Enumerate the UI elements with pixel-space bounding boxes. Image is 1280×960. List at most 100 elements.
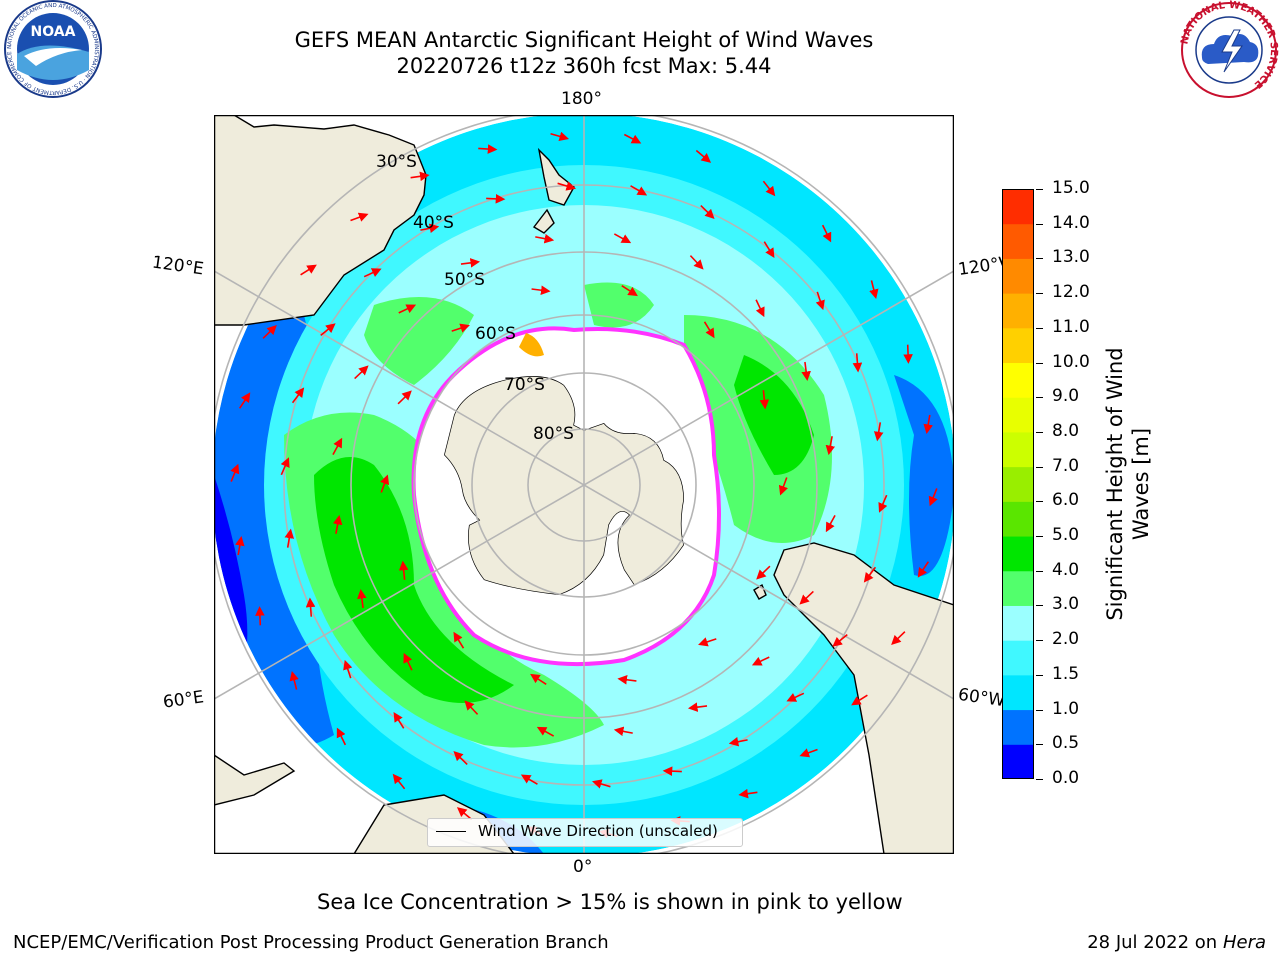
wave-direction-arrow xyxy=(403,652,413,671)
colorbar-tick-label: 9.0 xyxy=(1052,386,1080,407)
wave-direction-arrow xyxy=(320,323,336,336)
wave-direction-arrow xyxy=(821,224,832,243)
wave-direction-arrow xyxy=(557,181,577,191)
wave-direction-arrow xyxy=(453,751,468,765)
wave-direction-arrow xyxy=(689,255,704,270)
wave-direction-arrow xyxy=(799,590,814,605)
colorbar-tick-label: 14.0 xyxy=(1052,212,1090,233)
wave-direction-arrow xyxy=(869,280,879,300)
colorbar-segment xyxy=(1002,258,1034,294)
colorbar-segment xyxy=(1002,397,1034,433)
colorbar-tick-label: 11.0 xyxy=(1052,316,1090,337)
colorbar-tick xyxy=(1036,640,1043,642)
wave-direction-arrow xyxy=(262,324,277,339)
colorbar-tick-label: 0.0 xyxy=(1052,768,1080,788)
wave-direction-arrow xyxy=(464,700,479,715)
wave-direction-arrow xyxy=(332,437,343,456)
wave-direction-arrow xyxy=(621,284,638,297)
wave-direction-arrow xyxy=(451,323,470,333)
footer-date-prefix: 28 Jul 2022 on xyxy=(1087,932,1223,953)
wave-direction-arrow xyxy=(703,321,715,339)
wave-direction-arrow xyxy=(460,258,481,268)
colorbar-segment xyxy=(1002,744,1034,779)
wave-direction-arrow xyxy=(238,392,251,409)
wave-direction-arrow xyxy=(397,390,412,405)
wave-direction-arrow xyxy=(332,514,343,534)
colorbar xyxy=(1002,189,1034,779)
wave-direction-arrow xyxy=(756,565,771,580)
wave-direction-arrow xyxy=(695,149,712,163)
wave-direction-arrow xyxy=(520,774,538,785)
wave-direction-arrow xyxy=(623,133,642,144)
wave-direction-arrow xyxy=(762,180,776,197)
colorbar-tick xyxy=(1036,293,1043,295)
wave-direction-arrow xyxy=(759,390,770,410)
colorbar-segment xyxy=(1002,189,1034,225)
colorbar-tick xyxy=(1036,362,1043,364)
colorbar-tick xyxy=(1036,431,1043,433)
wave-direction-arrow xyxy=(284,528,295,548)
wave-direction-arrow xyxy=(799,748,818,758)
colorbar-tick xyxy=(1036,744,1043,746)
colorbar-segment xyxy=(1002,431,1034,468)
colorbar-border xyxy=(1002,189,1034,779)
colorbar-tick-label: 10.0 xyxy=(1052,351,1090,372)
legend-line-swatch xyxy=(436,831,466,832)
colorbar-segment xyxy=(1002,536,1034,572)
wave-direction-arrow xyxy=(357,588,367,609)
wave-direction-arrow xyxy=(852,353,863,373)
colorbar-segment xyxy=(1002,293,1034,329)
colorbar-tick-label: 3.0 xyxy=(1052,594,1080,615)
colorbar-segment xyxy=(1002,501,1034,537)
wave-direction-arrow xyxy=(536,726,555,737)
colorbar-segment xyxy=(1002,674,1034,711)
colorbar-segment xyxy=(1002,362,1034,398)
wave-direction-arrow xyxy=(350,212,369,222)
colorbar-tick-label: 0.5 xyxy=(1052,733,1080,754)
wave-direction-arrow xyxy=(763,241,775,258)
lat-label-60s: 60°S xyxy=(475,324,516,344)
map-subtitle: 20220726 t12z 360h fcst Max: 5.44 xyxy=(396,54,772,78)
colorbar-tick xyxy=(1036,674,1043,676)
lon-label-180: 180° xyxy=(561,89,602,109)
footer-host: Hera xyxy=(1222,932,1266,953)
wave-direction-arrow xyxy=(343,659,353,679)
wave-direction-arrow xyxy=(398,560,409,580)
wave-direction-arrow xyxy=(662,766,682,776)
graticule xyxy=(214,115,954,854)
lon-label-120e: 120°E xyxy=(150,252,205,280)
wave-direction-arrow xyxy=(255,606,265,626)
wave-direction-arrow xyxy=(832,634,848,647)
noaa-logo: NOAA NATIONAL OCEANIC AND ATMOSPHERIC AD… xyxy=(4,0,102,98)
colorbar-tick xyxy=(1036,501,1043,503)
colorbar-tick xyxy=(1036,605,1043,607)
wave-direction-arrow xyxy=(392,773,406,790)
colorbar-tick-label: 2.0 xyxy=(1052,629,1080,650)
wave-direction-arrow xyxy=(728,737,748,747)
colorbar-tick xyxy=(1036,397,1043,399)
colorbar-segment xyxy=(1002,570,1034,606)
wave-direction-arrow xyxy=(923,414,933,434)
wave-direction-arrow xyxy=(630,185,648,196)
wave-direction-arrow xyxy=(617,675,637,685)
wave-direction-arrow xyxy=(801,361,811,382)
colorbar-tick-label: 4.0 xyxy=(1052,559,1080,580)
wave-direction-arrow xyxy=(486,194,506,204)
colorbar-tick-label: 15.0 xyxy=(1052,178,1090,198)
colorbar-segment xyxy=(1002,327,1034,364)
lat-label-70s: 70°S xyxy=(504,375,545,395)
svg-text:NOAA: NOAA xyxy=(31,24,76,40)
lon-label-60e: 60°E xyxy=(161,687,206,713)
colorbar-tick-label: 12.0 xyxy=(1052,282,1090,303)
colorbar-tick xyxy=(1036,223,1043,225)
colorbar-tick xyxy=(1036,189,1043,190)
colorbar-tick xyxy=(1036,258,1043,260)
wave-direction-arrow xyxy=(613,233,632,244)
wave-direction-arrow xyxy=(380,474,390,493)
wave-direction-arrow xyxy=(235,536,245,556)
wave-direction-arrow xyxy=(878,494,888,513)
wave-direction-arrow xyxy=(453,631,465,649)
colorbar-segment xyxy=(1002,466,1034,502)
wave-direction-arrow xyxy=(410,171,430,182)
wave-direction-arrow xyxy=(591,779,611,789)
